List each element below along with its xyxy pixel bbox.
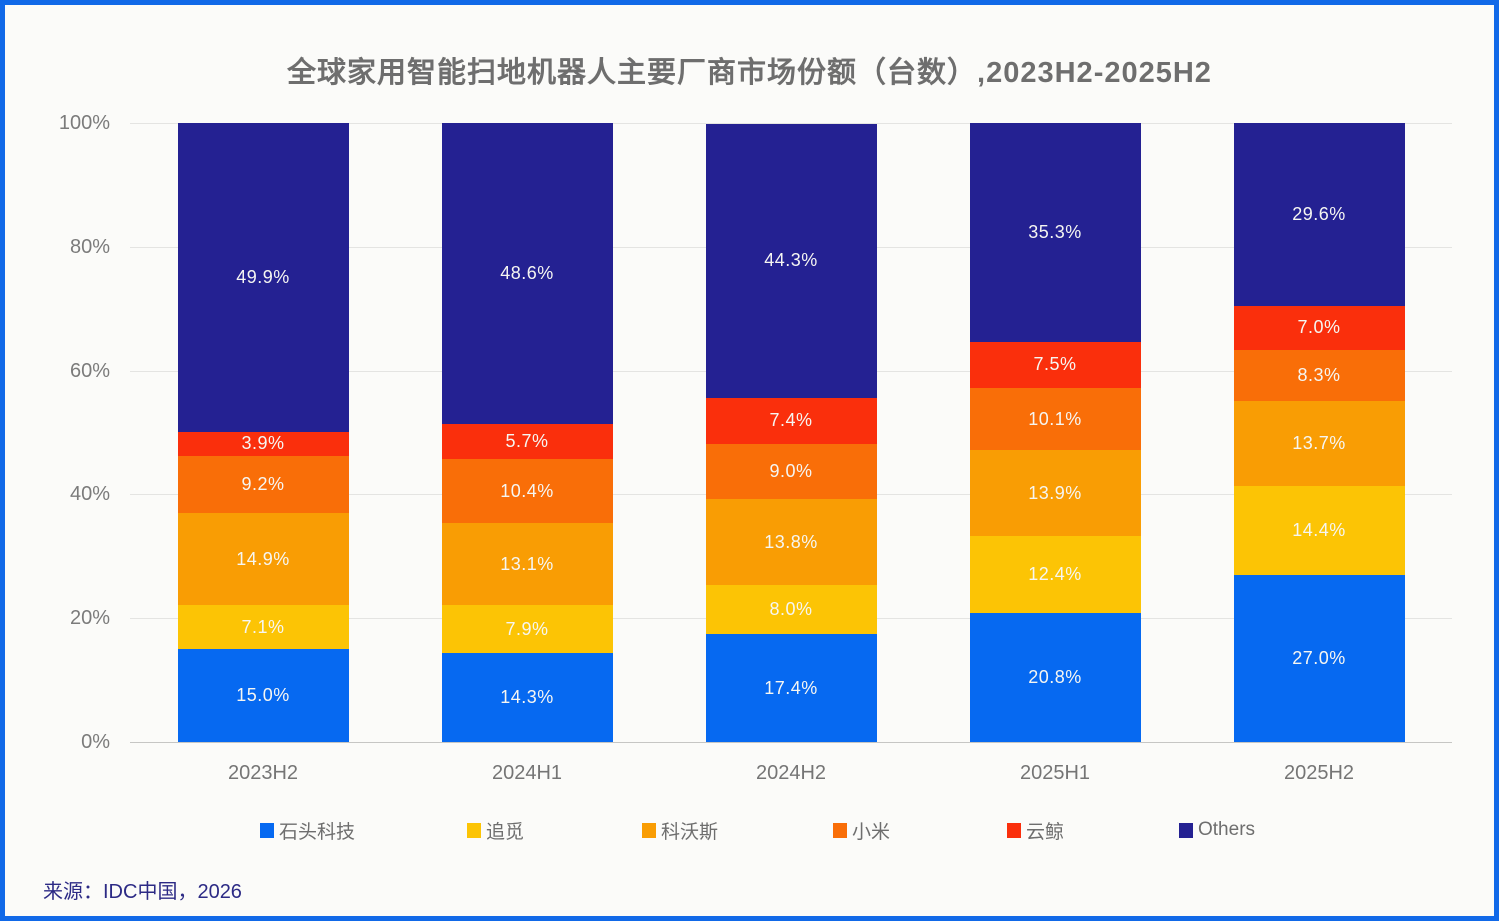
bar-segment-2023H2-Others: 49.9% — [177, 123, 349, 432]
legend-item-Others: Others — [1179, 818, 1255, 842]
legend-item-科沃斯: 科沃斯 — [642, 818, 719, 843]
bar-segment-2025H1-小米: 10.1% — [969, 387, 1141, 451]
bar-segment-2023H2-石头科技: 15.0% — [177, 649, 349, 742]
bar-value-label: 7.1% — [241, 616, 285, 637]
bar-segment-2024H1-石头科技: 14.3% — [441, 653, 613, 742]
bar-segment-2025H2-科沃斯: 13.7% — [1233, 400, 1405, 486]
y-axis-label-60: 60% — [69, 359, 110, 382]
legend-swatch-icon — [467, 822, 481, 838]
bar-value-label: 7.4% — [769, 410, 813, 431]
legend-swatch-icon — [260, 822, 274, 838]
legend-swatch-icon — [1007, 822, 1021, 838]
gridline-100 — [130, 123, 1452, 124]
bar-segment-2024H1-Others: 48.6% — [441, 123, 613, 424]
legend-label: 石头科技 — [279, 821, 356, 843]
bar-segment-2023H2-科沃斯: 14.9% — [177, 512, 349, 606]
bar-value-label: 9.2% — [241, 473, 285, 494]
legend-label: 云鲸 — [1026, 821, 1065, 843]
legend-label: 科沃斯 — [661, 821, 719, 843]
bar-segment-2025H1-追觅: 12.4% — [969, 536, 1141, 614]
bar-value-label: 12.4% — [1028, 564, 1082, 585]
bar-segment-2025H1-云鲸: 7.5% — [969, 341, 1141, 388]
bar-segment-2025H2-Others: 29.6% — [1233, 123, 1405, 307]
bar-value-label: 7.5% — [1033, 354, 1077, 375]
bar-segment-2024H2-Others: 44.3% — [705, 123, 877, 398]
bar-segment-2025H1-石头科技: 20.8% — [969, 613, 1141, 742]
bar-value-label: 9.0% — [769, 460, 813, 481]
bar-segment-2024H2-小米: 9.0% — [705, 443, 877, 500]
bar-value-label: 8.0% — [769, 599, 813, 620]
bar-value-label: 3.9% — [241, 433, 285, 454]
bar-segment-2025H2-石头科技: 27.0% — [1233, 574, 1405, 742]
bar-value-label: 29.6% — [1292, 204, 1346, 225]
legend-item-小米: 小米 — [833, 818, 891, 843]
legend-swatch-icon — [1179, 822, 1193, 838]
bar-value-label: 27.0% — [1292, 647, 1346, 668]
x-axis-label-2025H1: 2025H1 — [1019, 762, 1091, 784]
bar-value-label: 20.8% — [1028, 667, 1082, 688]
bar-segment-2024H2-追觅: 8.0% — [705, 584, 877, 635]
bar-value-label: 13.1% — [500, 553, 554, 574]
bar-segment-2024H2-科沃斯: 13.8% — [705, 499, 877, 585]
bar-value-label: 13.9% — [1028, 482, 1082, 503]
legend-label: Others — [1198, 819, 1256, 840]
bar-segment-2025H2-追觅: 14.4% — [1233, 485, 1405, 575]
legend-item-云鲸: 云鲸 — [1007, 818, 1065, 843]
legend-item-追觅: 追觅 — [467, 818, 525, 843]
legend-label: 小米 — [852, 821, 891, 843]
x-axis-label-2025H2: 2025H2 — [1283, 762, 1355, 784]
bar-value-label: 13.7% — [1292, 432, 1346, 453]
bar-segment-2025H2-云鲸: 7.0% — [1233, 306, 1405, 350]
bar-value-label: 8.3% — [1297, 364, 1341, 385]
bar-segment-2024H2-云鲸: 7.4% — [705, 397, 877, 444]
bar-segment-2025H1-科沃斯: 13.9% — [969, 450, 1141, 537]
bar-segment-2024H1-云鲸: 5.7% — [441, 423, 613, 460]
bar-value-label: 17.4% — [764, 677, 818, 698]
bar-segment-2024H1-小米: 10.4% — [441, 459, 613, 524]
bar-value-label: 14.4% — [1292, 519, 1346, 540]
y-axis-label-0: 0% — [81, 731, 110, 753]
y-axis-label-80: 80% — [69, 235, 110, 258]
bar-value-label: 48.6% — [500, 262, 554, 283]
legend-swatch-icon — [833, 822, 847, 838]
bar-segment-2023H2-小米: 9.2% — [177, 456, 349, 513]
legend-item-石头科技: 石头科技 — [260, 818, 356, 843]
source-text: 来源：IDC中国，2026 — [43, 881, 242, 903]
plot-area: 0% 20% 40% 60% 80% 100% 15.0% 7.1% 14.9% 9.2% 3.9%… — [5, 5, 1494, 916]
legend-swatch-icon — [642, 822, 656, 838]
chart-title: 全球家用智能扫地机器人主要厂商市场份额（台数）,2023H2-2025H2 — [287, 57, 1212, 89]
bar-value-label: 10.1% — [1028, 408, 1082, 429]
bar-segment-2023H2-追觅: 7.1% — [177, 605, 349, 650]
bar-segment-2024H2-石头科技: 17.4% — [705, 634, 877, 742]
bar-value-label: 14.9% — [236, 548, 290, 569]
bar-segment-2025H2-小米: 8.3% — [1233, 349, 1405, 401]
y-axis-label-40: 40% — [69, 483, 110, 506]
bar-value-label: 7.9% — [505, 618, 549, 639]
x-axis-label-2023H2: 2023H2 — [227, 762, 299, 784]
bar-segment-2023H2-云鲸: 3.9% — [177, 431, 349, 457]
bar-value-label: 7.0% — [1297, 317, 1341, 338]
bar-segment-2025H1-Others: 35.3% — [969, 123, 1141, 342]
bar-value-label: 49.9% — [236, 266, 290, 287]
y-axis-label-20: 20% — [69, 607, 110, 630]
y-axis-label-100: 100% — [58, 112, 110, 134]
x-axis-label-2024H1: 2024H1 — [491, 762, 563, 784]
bar-value-label: 10.4% — [500, 480, 554, 501]
legend-label: 追觅 — [486, 821, 525, 843]
x-axis-label-2024H2: 2024H2 — [755, 762, 827, 784]
gridline-0 — [130, 742, 1452, 743]
bar-value-label: 13.8% — [764, 531, 818, 552]
bar-value-label: 5.7% — [505, 430, 549, 451]
bar-value-label: 14.3% — [500, 687, 554, 708]
bar-value-label: 35.3% — [1028, 221, 1082, 242]
bar-segment-2024H1-追觅: 7.9% — [441, 604, 613, 654]
bar-segment-2024H1-科沃斯: 13.1% — [441, 523, 613, 605]
bar-value-label: 44.3% — [764, 250, 818, 271]
bar-value-label: 15.0% — [236, 685, 290, 706]
